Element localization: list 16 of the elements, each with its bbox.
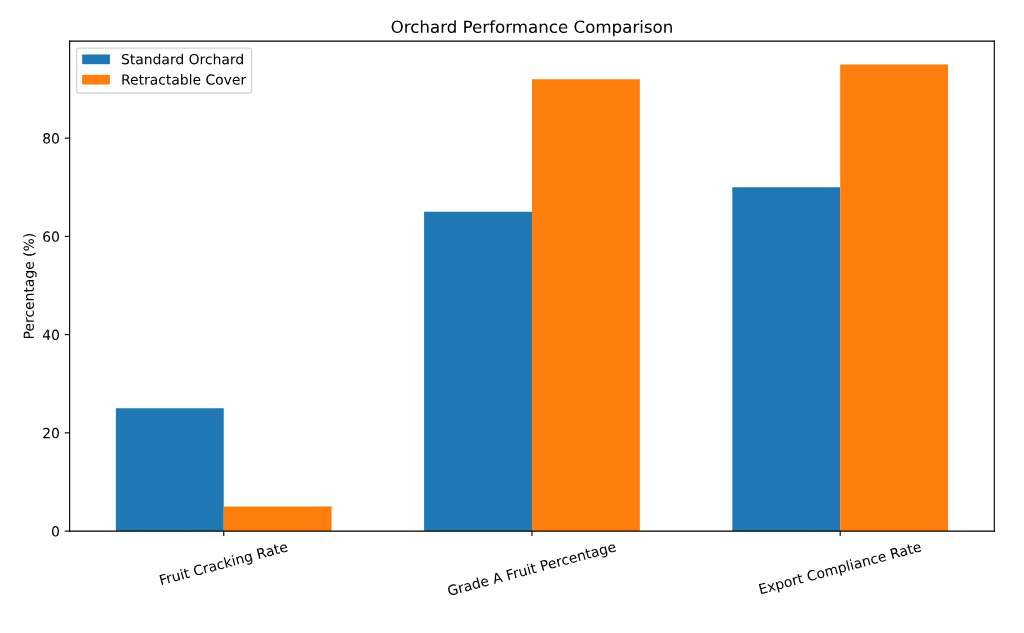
y-tick-label: 20 (43, 427, 59, 439)
chart-title: Orchard Performance Comparison (391, 20, 672, 37)
legend-label: Retractable Cover (122, 74, 247, 85)
y-axis-title: Percentage (%) (23, 234, 37, 339)
bar (531, 79, 640, 532)
y-tick-label: 0 (51, 526, 59, 537)
y-tick-label: 40 (42, 329, 59, 341)
bar (732, 187, 841, 532)
bar (223, 506, 332, 532)
bar (840, 64, 949, 532)
legend-label: Standard Orchard (121, 53, 243, 65)
y-tick-label: 60 (43, 231, 59, 242)
x-tick-label: Fruit Cracking Rate (159, 541, 289, 588)
bar (115, 408, 224, 532)
bar (424, 211, 532, 532)
y-tick-label: 80 (43, 133, 59, 144)
